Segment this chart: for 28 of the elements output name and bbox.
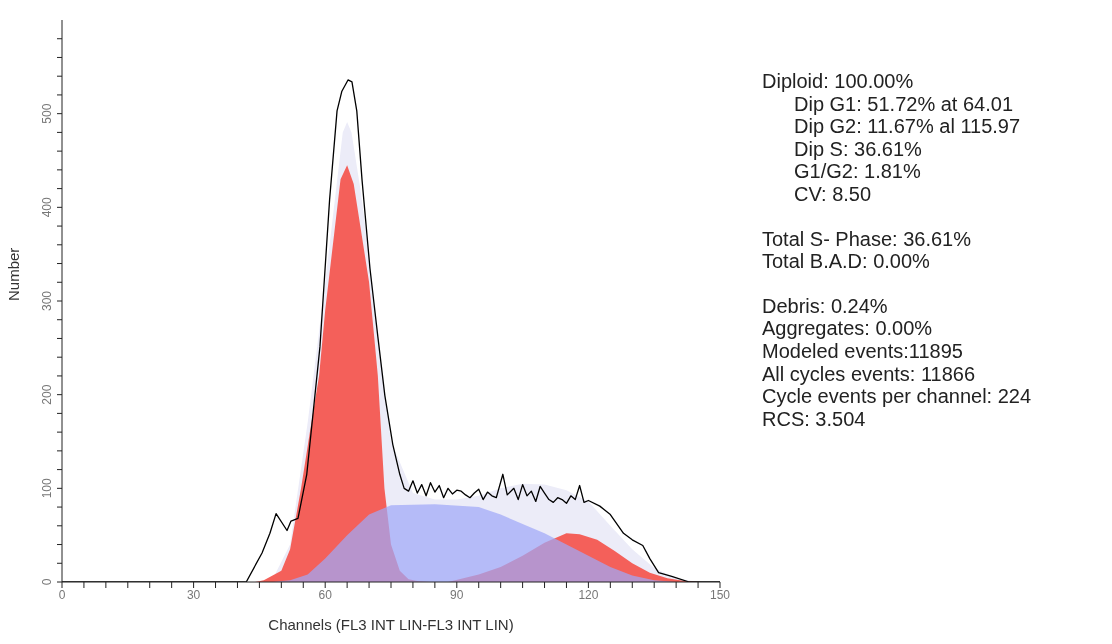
- x-tick-label: 90: [450, 587, 464, 602]
- text: Debris: 0.24%: [762, 294, 889, 318]
- x-tick-label: 30: [186, 587, 201, 602]
- y-tick-label: 0: [40, 578, 54, 586]
- x-tick-label: 60: [318, 587, 333, 602]
- text: Total S- Phase: 36.61%: [762, 227, 972, 251]
- y-tick-label: 100: [40, 478, 54, 499]
- text: All cycles events: 11866: [762, 362, 977, 386]
- y-tick-label: 400: [40, 197, 54, 218]
- y-tick-label: 500: [40, 103, 54, 124]
- x-tick-label: 0: [58, 587, 66, 602]
- x-axis-title: Channels (FL3 INT LIN-FL3 INT LIN): [268, 616, 514, 633]
- text: Aggregates: 0.00%: [762, 317, 934, 340]
- y-axis-title: Number: [5, 247, 23, 301]
- text: Dip G2: 11.67% al 115.97: [793, 115, 1022, 138]
- x-tick-label: 120: [578, 587, 599, 602]
- x-tick-label: 150: [709, 587, 731, 602]
- text: Diploid: 100.00%: [762, 70, 915, 93]
- text: Modeled events:11895: [762, 339, 964, 363]
- text: Dip S: 36.61%: [793, 137, 923, 161]
- y-tick-label: 200: [40, 384, 54, 405]
- text: G1/G2: 1.81%: [793, 160, 922, 183]
- text: CV: 8.50: [793, 182, 873, 206]
- text: Dip G1: 51.72% at 64.01: [793, 92, 1015, 116]
- text: Total B.A.D: 0.00%: [762, 250, 931, 273]
- y-tick-label: 300: [40, 290, 54, 312]
- text: RCS: 3.504: [762, 407, 867, 431]
- text: Cycle events per channel: 224: [762, 385, 1032, 408]
